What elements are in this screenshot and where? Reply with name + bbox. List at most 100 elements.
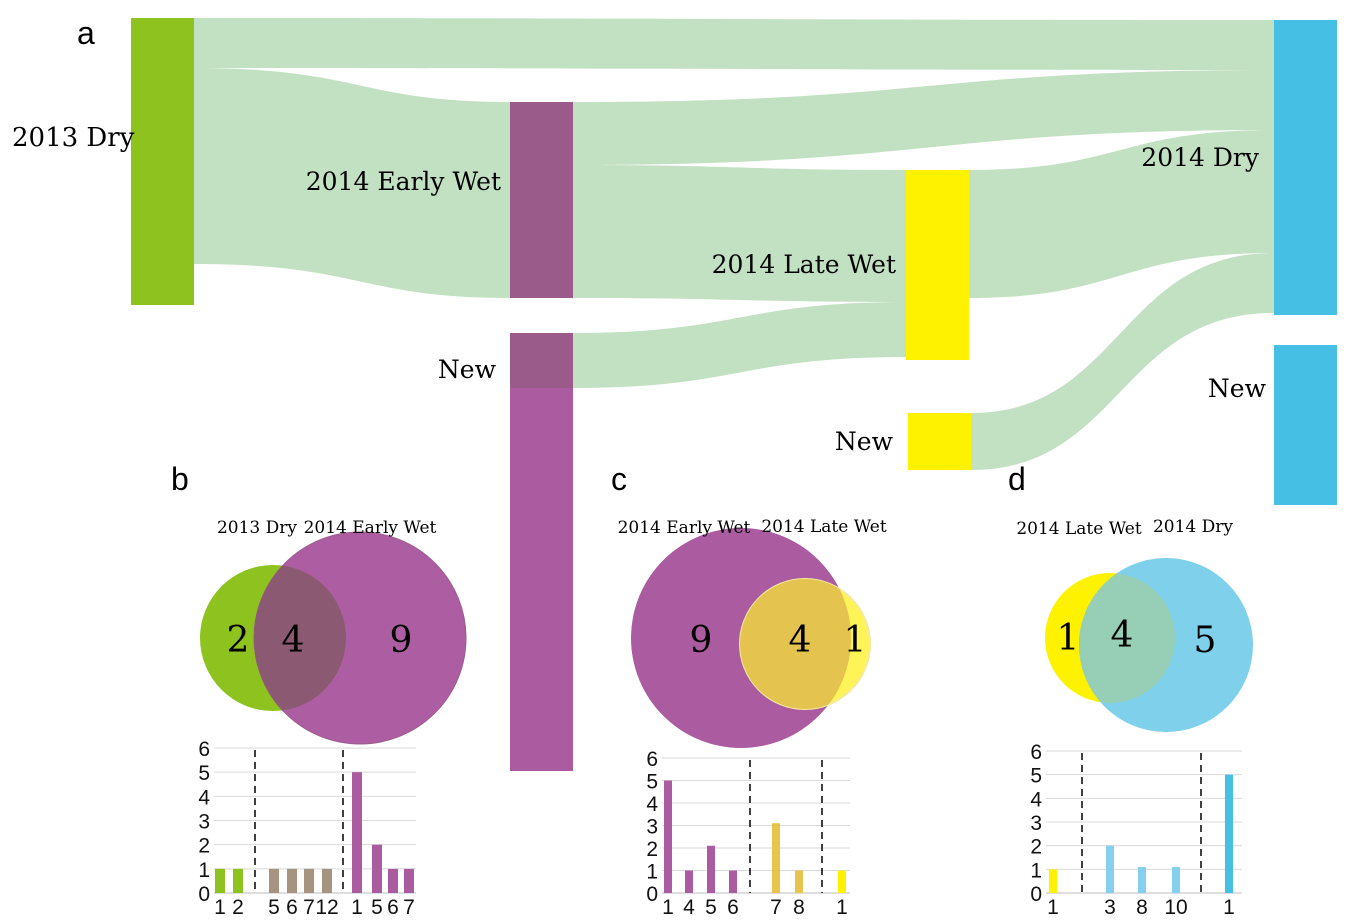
x-tick-label: 1 [214, 896, 226, 919]
panel-b-letter: b [171, 461, 189, 497]
x-tick-label: 1 [1223, 896, 1235, 919]
venn-c-left-label: 2014 Early Wet [618, 518, 751, 538]
venn-c-shared-count: 4 [789, 620, 812, 661]
label-earlywet-new: New [438, 355, 497, 384]
venn-b-shared-count: 4 [282, 620, 305, 661]
x-tick-label: 6 [387, 896, 399, 919]
y-tick-label: 5 [646, 771, 658, 794]
venn-b [200, 531, 467, 745]
x-tick-label: 1 [1047, 896, 1059, 919]
venn-d-right-label: 2014 Dry [1153, 517, 1233, 537]
bar [1172, 866, 1180, 893]
panel-c-letter: c [611, 461, 627, 497]
node-dry2014 [1274, 20, 1337, 315]
x-tick-label: 1 [662, 896, 674, 919]
venn-b-left-count: 2 [227, 620, 250, 661]
label-dry2014-new: New [1208, 374, 1267, 403]
venn-c [631, 528, 871, 748]
x-tick-label: 7 [770, 896, 782, 919]
x-tick-label: 12 [315, 896, 338, 919]
label-dry2014: 2014 Dry [1141, 143, 1260, 172]
y-tick-label: 3 [198, 811, 210, 834]
sankey-flows [194, 18, 1274, 470]
node-dry2014-new [1274, 345, 1337, 505]
y-tick-label: 3 [1030, 812, 1042, 835]
bar [304, 868, 314, 893]
bar [772, 823, 780, 893]
venn-c-left-count: 9 [690, 620, 713, 661]
y-tick-label: 1 [1030, 859, 1042, 882]
node-earlywet-new-overlap [510, 333, 573, 388]
bar [729, 870, 737, 893]
x-tick-label: 3 [1104, 896, 1116, 919]
y-tick-label: 6 [1030, 741, 1042, 764]
y-tick-label: 5 [198, 762, 210, 785]
y-tick-label: 2 [1030, 836, 1042, 859]
x-tick-label: 2 [232, 896, 244, 919]
bar [215, 868, 225, 893]
node-earlywet-new [510, 333, 573, 771]
venn-d-left-count: 1 [1057, 618, 1080, 659]
bar [685, 870, 693, 893]
node-dry2013 [131, 18, 194, 305]
venn-b-overlap [254, 565, 346, 711]
y-tick-label: 3 [646, 816, 658, 839]
venn-b-left-label: 2013 Dry [217, 518, 297, 538]
y-tick-label: 0 [1030, 883, 1042, 906]
x-tick-label: 8 [1136, 896, 1148, 919]
label-earlywet: 2014 Early Wet [306, 167, 501, 196]
y-tick-label: 6 [198, 738, 210, 761]
sankey-nodes [131, 18, 1337, 771]
label-dry2013: 2013 Dry [12, 123, 135, 153]
label-latewet: 2014 Late Wet [712, 250, 896, 279]
flow-earlywet-to-dry2014 [573, 70, 1274, 165]
venn-d-shared-count: 4 [1111, 615, 1134, 656]
y-tick-label: 2 [646, 838, 658, 861]
bar [269, 868, 279, 893]
bar [352, 772, 362, 893]
panel-a-letter: a [77, 15, 95, 51]
x-tick-label: 5 [371, 896, 383, 919]
flow-dry2013-to-dry2014 [194, 18, 1274, 70]
x-tick-label: 1 [836, 896, 848, 919]
node-earlywet [510, 102, 573, 298]
x-tick-label: 6 [286, 896, 298, 919]
y-tick-label: 1 [198, 859, 210, 882]
bar [664, 780, 672, 893]
flow-earlywet-new-to-latewet [573, 302, 906, 388]
venn-c-overlap [740, 579, 851, 709]
node-latewet [906, 170, 969, 360]
x-tick-label: 5 [268, 896, 280, 919]
bar [233, 868, 243, 893]
panel-d-letter: d [1008, 461, 1026, 497]
venn-c-right-count: 1 [844, 620, 867, 661]
flow-earlywet-to-latewet [573, 165, 906, 302]
bar [838, 870, 846, 893]
y-tick-label: 4 [646, 793, 658, 816]
venn-b-right-count: 9 [390, 620, 413, 661]
y-tick-label: 1 [646, 861, 658, 884]
bar [795, 870, 803, 893]
venn-d-right-count: 5 [1194, 620, 1217, 661]
y-tick-label: 0 [198, 883, 210, 906]
bar [372, 844, 382, 893]
node-latewet-new [908, 413, 971, 470]
y-tick-label: 4 [198, 786, 210, 809]
y-tick-label: 4 [1030, 788, 1042, 811]
bar [1049, 869, 1057, 893]
flow-latewet-to-dry2014 [969, 130, 1274, 298]
bar [707, 845, 715, 893]
bar [322, 868, 332, 893]
flow-dry2013-to-earlywet [194, 68, 510, 298]
x-tick-label: 7 [303, 896, 315, 919]
bar [1106, 845, 1114, 893]
bar [388, 868, 398, 893]
y-tick-label: 6 [646, 748, 658, 771]
x-tick-label: 5 [705, 896, 717, 919]
venn-d-left-label: 2014 Late Wet [1016, 519, 1142, 539]
y-tick-label: 0 [646, 883, 658, 906]
